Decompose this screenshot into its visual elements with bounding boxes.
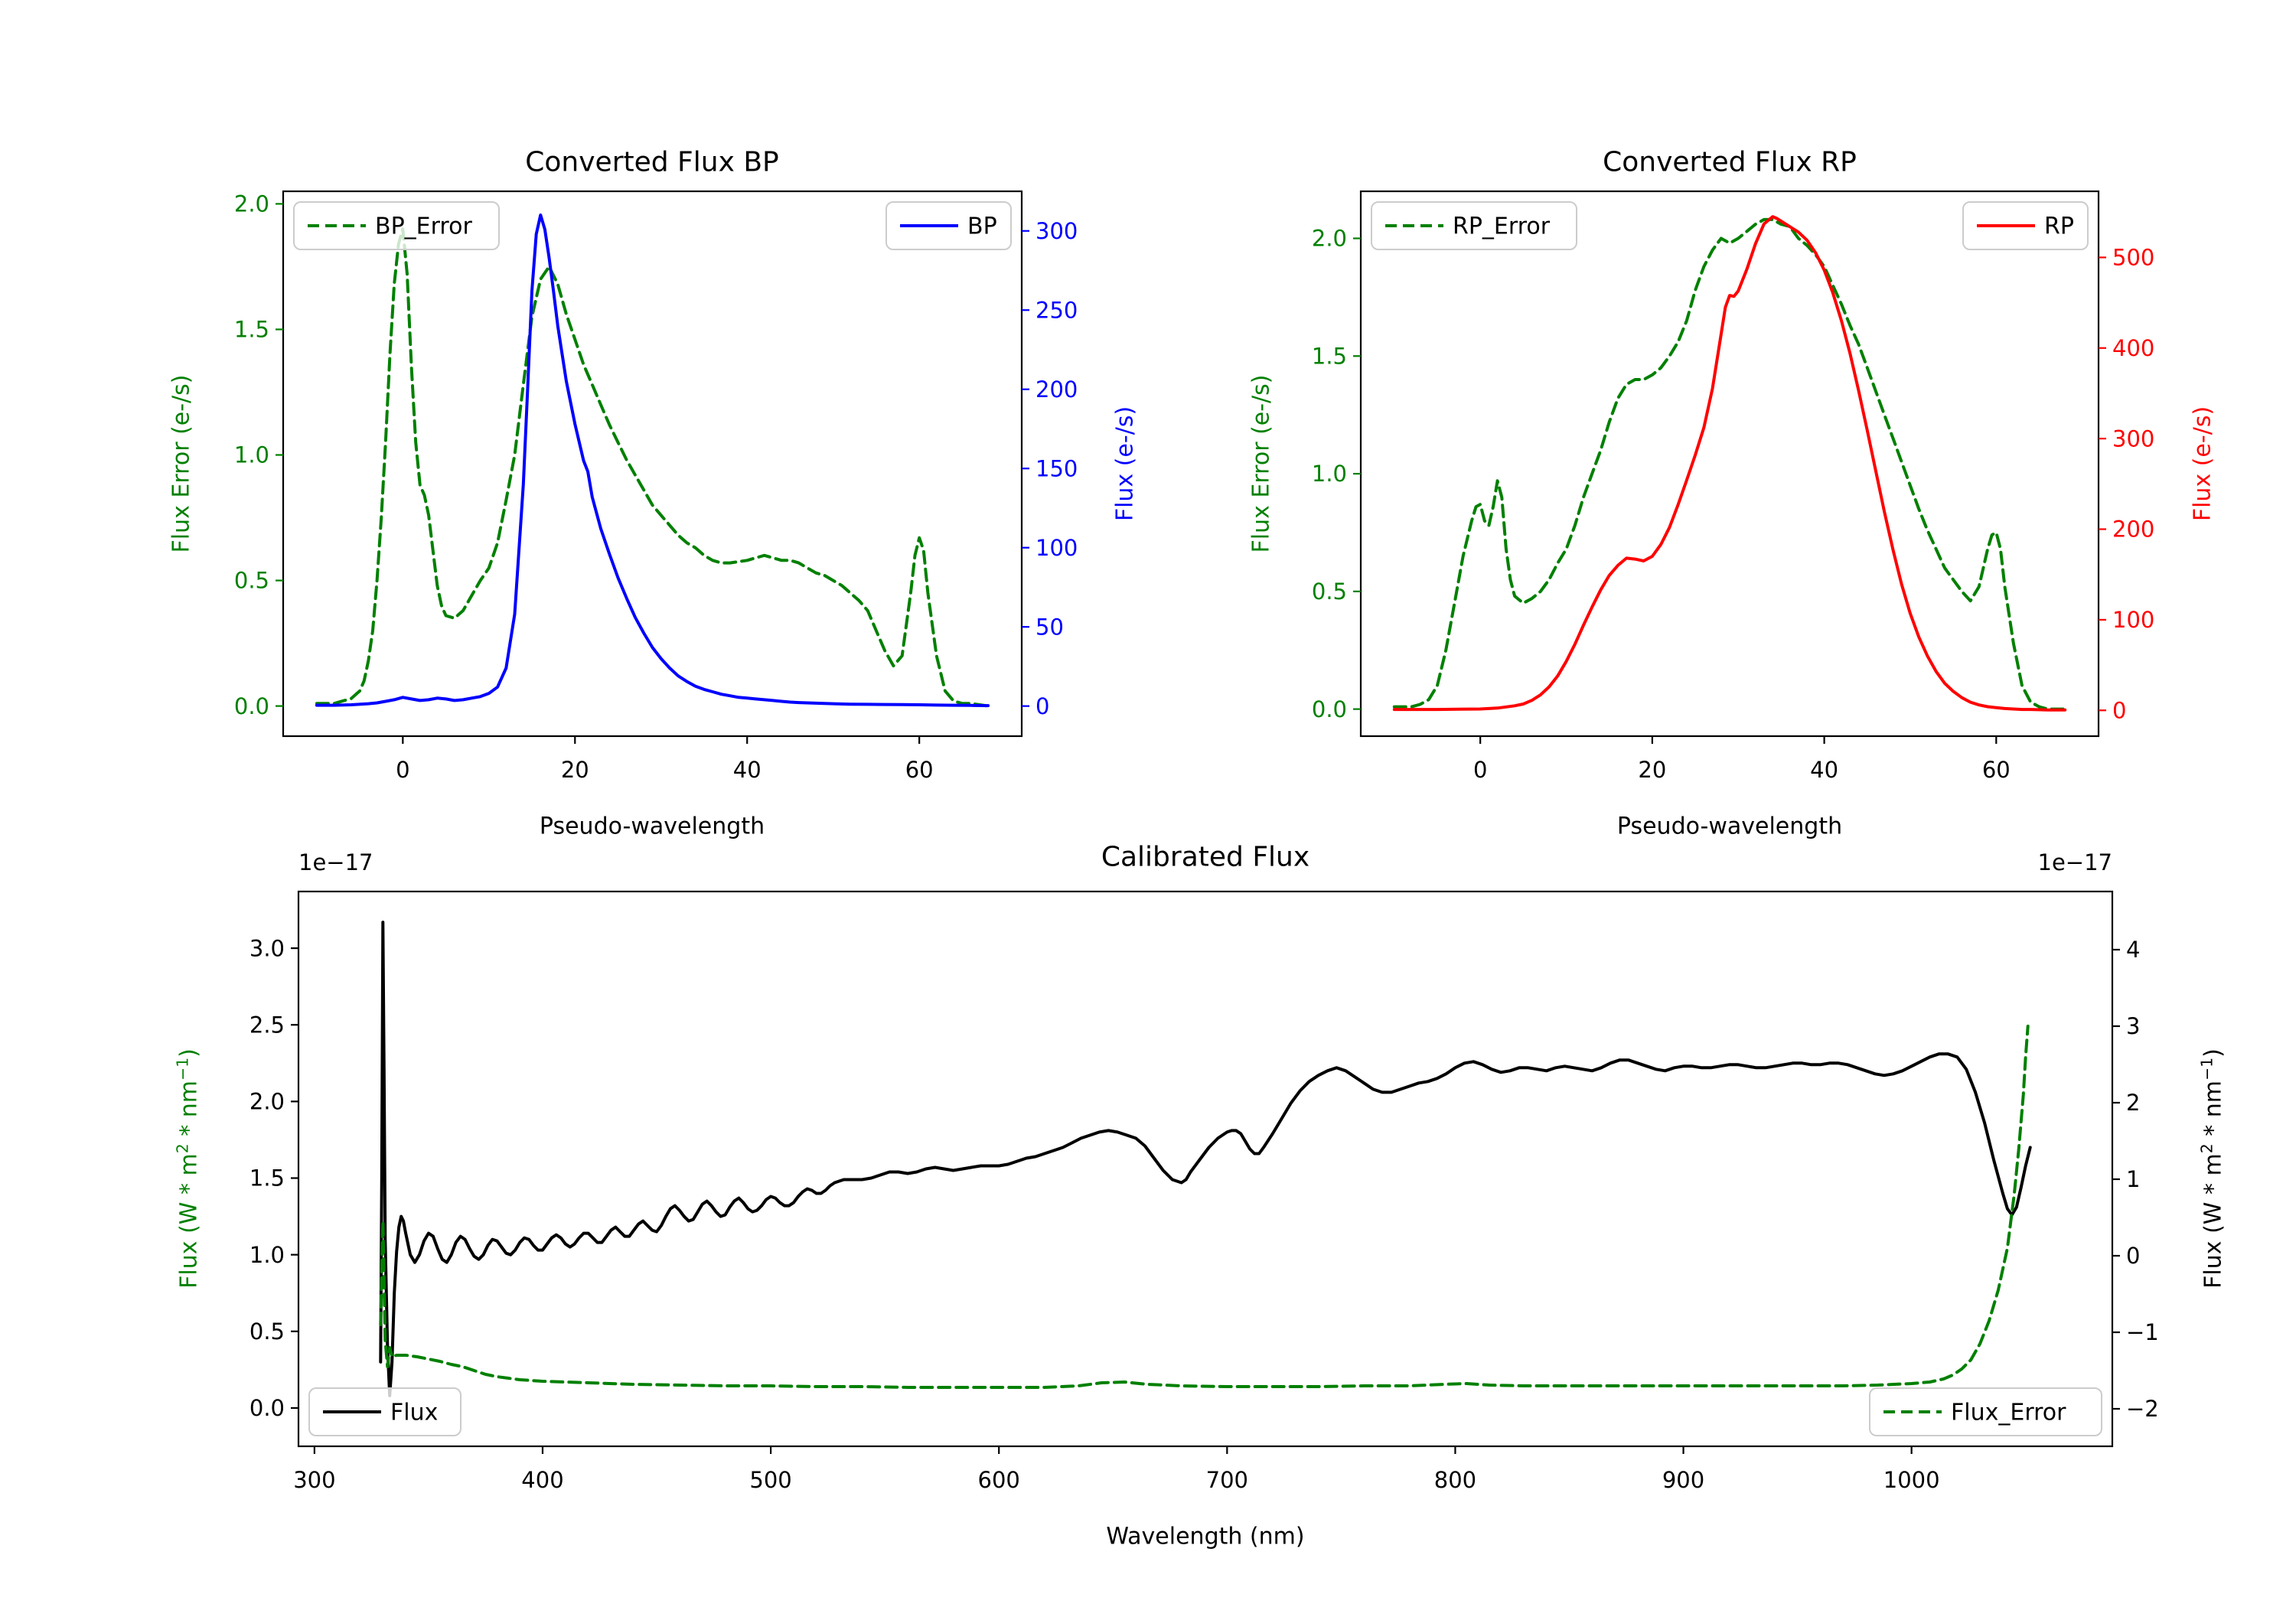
bp-chart-title: Converted Flux BP [525,146,779,178]
cal-ytick-right-label: 2 [2126,1090,2140,1116]
cal-series-Flux_Error [379,1025,2030,1389]
cal-xtick-label: 700 [1206,1467,1248,1493]
cal-yaxis-right-label: Flux (W * m2 * nm−1) [2197,1048,2227,1289]
cal-ytick-left-label: 2.5 [249,1012,285,1038]
cal-xtick-label: 800 [1434,1467,1476,1493]
rp-xtick-label: 0 [1473,757,1487,783]
cal-legend-label: Flux_Error [1951,1400,2066,1426]
bp-legend-BP_Error: BP_Error [293,201,500,250]
rp-xtick-label: 20 [1638,757,1666,783]
rp-ytick-right-label: 500 [2112,245,2154,271]
bp-xtick-label: 0 [396,757,409,783]
cal-ytick-left-label: 0.5 [249,1319,285,1345]
cal-ytick-left-label: 2.0 [249,1089,285,1115]
rp-ytick-right-label: 0 [2112,697,2126,723]
bp-ytick-right-label: 250 [1035,297,1078,323]
cal-xtick-label: 400 [521,1467,563,1493]
bp-yaxis-left-label: Flux Error (e-/s) [168,374,195,553]
bp-ytick-right-label: 50 [1035,614,1064,640]
bp-ytick-left-label: 2.0 [234,191,269,217]
cal-xtick-label: 500 [749,1467,791,1493]
cal-ytick-left-label: 0.0 [249,1395,285,1421]
rp-xaxis-label: Pseudo-wavelength [1616,813,1843,840]
bp-yaxis-right-label: Flux (e-/s) [1111,406,1139,522]
bp-legend-label: BP [967,214,997,240]
rp-ytick-left-label: 1.0 [1312,461,1347,487]
bp-xtick-label: 60 [905,757,934,783]
cal-xtick-label: 1000 [1883,1467,1940,1493]
rp-ytick-right-label: 100 [2112,607,2154,633]
rp-series-RP_Error [1392,217,2067,711]
rp-ytick-right-label: 300 [2112,425,2154,451]
bp-ytick-right-label: 0 [1035,693,1049,719]
bp-xaxis-label: Pseudo-wavelength [539,813,765,840]
cal-xtick-label: 900 [1662,1467,1704,1493]
bp-ytick-right-label: 300 [1035,218,1078,244]
rp-legend-RP_Error: RP_Error [1371,201,1577,250]
rp-series-RP [1392,215,2067,712]
cal-ytick-left-label: 3.0 [249,935,285,961]
cal-legend-label: Flux [390,1400,438,1426]
cal-ytick-right-label: −2 [2126,1396,2159,1422]
cal-legend-Flux: Flux [308,1387,461,1436]
rp-legend-RP: RP [1962,201,2089,250]
bp-ytick-right-label: 100 [1035,535,1078,561]
cal-plot: 300 400 500 600 700 800 900 1000 0.0 0.5 1.0 1.5 2.0… [249,890,2159,1493]
cal-ytick-right-label: 4 [2126,937,2140,963]
rp-ytick-right-label: 200 [2112,517,2154,543]
bp-legend-BP: BP [885,201,1012,250]
bp-plot: 0 20 40 60 0.0 0.5 1.0 1.5 2.0 0 50 100 150 200 250 300… [234,190,1078,783]
rp-legend-label: RP [2044,214,2074,240]
cal-ytick-left-label: 1.5 [249,1165,285,1191]
cal-xtick-label: 300 [293,1467,335,1493]
rp-ytick-left-label: 2.0 [1312,226,1347,252]
rp-plot: 0 20 40 60 0.0 0.5 1.0 1.5 2.0 0 100 200 300 400 500 RP… [1312,190,2154,783]
cal-ytick-right-label: −1 [2126,1319,2159,1345]
cal-xtick-label: 600 [978,1467,1020,1493]
cal-chart-title: Calibrated Flux [1101,841,1310,873]
bp-series-BP_Error [315,227,990,708]
rp-yaxis-left-label: Flux Error (e-/s) [1247,374,1275,553]
cal-ytick-right-label: 1 [2126,1166,2140,1192]
cal-xaxis-label: Wavelength (nm) [1106,1523,1305,1550]
bp-ytick-left-label: 1.5 [234,317,269,343]
bp-ytick-left-label: 0.5 [234,568,269,594]
rp-ytick-right-label: 400 [2112,335,2154,361]
rp-ytick-left-label: 1.5 [1312,343,1347,369]
cal-ytick-right-label: 0 [2126,1243,2140,1269]
rp-xtick-label: 40 [1810,757,1838,783]
bp-axes-frame [282,190,1023,738]
cal-right-offset-text: 1e−17 [2037,849,2113,875]
cal-axes-frame [297,890,2114,1448]
bp-xtick-label: 40 [733,757,762,783]
cal-left-offset-text: 1e−17 [298,849,373,875]
rp-ytick-left-label: 0.0 [1312,696,1347,722]
rp-xtick-label: 60 [1982,757,2011,783]
cal-series-Flux [379,921,2032,1397]
rp-legend-label: RP_Error [1453,214,1551,240]
cal-ytick-left-label: 1.0 [249,1242,285,1268]
bp-xtick-label: 20 [561,757,589,783]
rp-ytick-left-label: 0.5 [1312,579,1347,605]
rp-chart-title: Converted Flux RP [1603,146,1857,178]
cal-legend-Flux_Error: Flux_Error [1869,1387,2102,1436]
bp-ytick-right-label: 200 [1035,376,1078,403]
cal-yaxis-left-label: Flux (W * m2 * nm−1) [173,1048,203,1289]
bp-ytick-left-label: 1.0 [234,442,269,468]
rp-yaxis-right-label: Flux (e-/s) [2189,406,2216,522]
bp-ytick-left-label: 0.0 [234,693,269,719]
bp-legend-label: BP_Error [375,214,472,240]
cal-ytick-right-label: 3 [2126,1013,2140,1039]
rp-axes-frame [1359,190,2100,738]
bp-ytick-right-label: 150 [1035,455,1078,481]
bp-series-BP [315,214,990,708]
